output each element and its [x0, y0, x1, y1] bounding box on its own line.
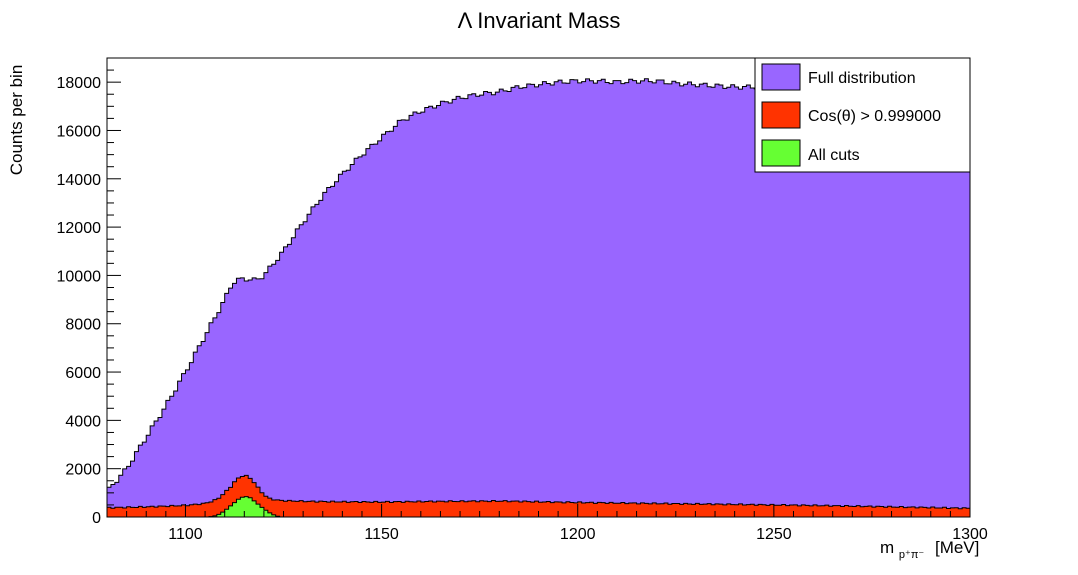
- y-tick-label: 6000: [65, 365, 101, 382]
- x-tick-label: 1150: [364, 526, 399, 543]
- legend: Full distribution Cos(θ) > 0.999000 All …: [754, 57, 971, 173]
- y-axis-label: Counts per bin: [7, 65, 26, 176]
- x-tick-label: 1100: [168, 526, 203, 543]
- x-axis-label-main: m: [880, 538, 894, 557]
- y-tick-label: 0: [92, 510, 101, 527]
- legend-label-allcuts: All cuts: [808, 147, 860, 164]
- legend-label-cos: Cos(θ) > 0.999000: [808, 108, 941, 125]
- chart-title: Λ Invariant Mass: [458, 8, 621, 33]
- y-tick-label: 16000: [57, 123, 102, 140]
- y-tick-label: 14000: [57, 172, 102, 189]
- y-tick-label: 8000: [65, 317, 101, 334]
- x-tick-label: 1200: [560, 526, 596, 543]
- y-axis: 0 2000 4000 6000 8000 10000 12000 14000 16000 180…: [57, 57, 121, 527]
- legend-label-full: Full distribution: [808, 70, 916, 87]
- x-axis-label-subscript: p⁺π⁻: [899, 549, 925, 561]
- y-tick-label: 2000: [65, 462, 101, 479]
- legend-swatch-cos: [761, 101, 801, 129]
- x-tick-label: 1250: [756, 526, 792, 543]
- legend-swatch-full: [761, 63, 801, 91]
- y-tick-label: 4000: [65, 413, 101, 430]
- legend-swatch-allcuts: [761, 139, 801, 167]
- histogram-cos-cut: [106, 474, 971, 518]
- x-axis-label-unit: [MeV]: [935, 538, 979, 557]
- y-tick-label: 12000: [57, 220, 102, 237]
- y-tick-label: 10000: [57, 268, 102, 285]
- x-tick-label: 1300: [952, 526, 988, 543]
- y-tick-label: 18000: [57, 75, 102, 92]
- x-axis-label: m p⁺π⁻ [MeV]: [880, 538, 979, 562]
- histogram-all-cuts: [208, 496, 281, 518]
- x-axis: 1100 1150 1200 1250 1300: [106, 504, 988, 543]
